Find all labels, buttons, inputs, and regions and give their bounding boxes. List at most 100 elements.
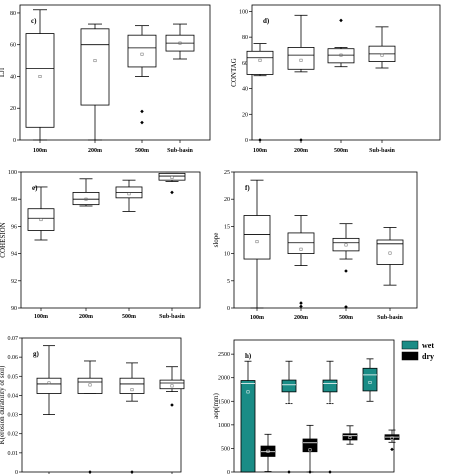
mean-marker xyxy=(93,59,97,63)
mean-marker xyxy=(38,75,42,78)
y-axis-label: CONTAG xyxy=(230,58,238,87)
legend-swatch xyxy=(401,351,419,361)
y-tick-label: 0 xyxy=(245,138,248,144)
y-tick-label: 80 xyxy=(10,11,16,17)
mean-marker xyxy=(170,175,174,179)
box-body xyxy=(27,208,55,231)
category-label: Sub-basin xyxy=(167,148,193,154)
y-axis-label: aop(mm) xyxy=(212,393,220,419)
y-tick-label: 0.07 xyxy=(8,336,19,342)
box xyxy=(260,433,276,472)
box xyxy=(322,360,338,474)
category-label: Sub-basin xyxy=(159,314,185,320)
box-body xyxy=(287,47,315,70)
mean-marker xyxy=(388,251,392,255)
y-axis-label: K(erosion durability of soil) xyxy=(0,365,6,444)
box-body xyxy=(332,237,360,252)
box-body xyxy=(80,28,110,106)
mean-marker xyxy=(380,53,384,57)
box xyxy=(36,345,62,415)
mean-marker xyxy=(84,197,88,201)
mean-marker xyxy=(348,436,352,440)
category-label: 500m xyxy=(135,148,149,154)
outlier-point xyxy=(308,470,312,474)
category-label: 200m xyxy=(294,148,308,154)
outlier-point xyxy=(339,18,343,23)
mean-marker xyxy=(258,58,262,62)
box xyxy=(332,223,360,309)
plot-frame xyxy=(233,171,418,309)
mean-marker xyxy=(390,436,394,440)
box xyxy=(25,9,55,141)
category-label: 500m xyxy=(334,148,348,154)
outlier-point xyxy=(299,301,303,305)
y-tick-label: 2500 xyxy=(218,352,230,358)
mean-marker xyxy=(246,390,250,394)
outlier-point xyxy=(390,447,394,452)
box xyxy=(384,429,400,452)
box-body xyxy=(281,379,297,393)
box-body xyxy=(25,33,55,128)
box xyxy=(72,178,100,207)
plot-frame xyxy=(251,4,441,141)
category-label: 500m xyxy=(122,314,136,320)
outlier-point xyxy=(170,403,174,407)
outlier-point xyxy=(328,470,332,474)
box xyxy=(246,43,274,142)
y-tick-label: 94 xyxy=(11,252,17,258)
mean-marker xyxy=(39,218,43,222)
category-label: 200m xyxy=(79,314,93,320)
box xyxy=(127,25,157,125)
box-body xyxy=(342,433,358,441)
y-tick-label: 92 xyxy=(11,279,17,285)
panel-label: h) xyxy=(245,352,252,360)
mean-marker xyxy=(127,192,131,196)
category-label: 100m xyxy=(33,148,47,154)
outlier-point xyxy=(287,470,291,474)
mean-marker xyxy=(299,58,303,62)
plot-frame xyxy=(19,4,211,141)
mean-marker xyxy=(328,402,332,406)
plot-frame xyxy=(21,337,182,473)
legend: wet dry xyxy=(401,340,434,361)
y-tick-label: 60 xyxy=(242,61,248,67)
panel-c: 0 20 40 60 80 LJI c) 100m 200m 500m Sub-basin xyxy=(0,4,211,154)
y-tick-label: 0 xyxy=(15,470,18,474)
y-tick-label: 1000 xyxy=(218,423,230,429)
y-axis-label: LJI xyxy=(0,67,6,77)
box xyxy=(240,360,256,473)
y-axis-label: COHESION xyxy=(0,222,7,257)
outlier-point xyxy=(344,305,348,309)
y-tick-label: 0 xyxy=(13,138,16,144)
y-tick-label: 0.03 xyxy=(8,413,19,419)
y-tick-label: 500 xyxy=(221,446,230,452)
box-body xyxy=(119,377,145,394)
box xyxy=(302,424,318,474)
mean-marker xyxy=(178,41,182,45)
box-body xyxy=(362,367,378,392)
panel-label: d) xyxy=(263,17,270,25)
y-axis-label: slope xyxy=(212,233,220,248)
mean-marker xyxy=(299,247,303,251)
box-body xyxy=(72,191,100,206)
y-tick-label: 40 xyxy=(242,87,248,93)
box xyxy=(342,425,358,445)
box xyxy=(243,179,271,309)
outlier-point xyxy=(130,470,134,474)
y-tick-label: 2000 xyxy=(218,376,230,382)
plot-frame xyxy=(233,339,395,473)
box-body xyxy=(302,438,318,453)
y-tick-label: 20 xyxy=(224,197,230,203)
box-body xyxy=(240,380,256,473)
y-tick-label: 0.04 xyxy=(8,393,19,399)
panel-e: 90 92 94 96 98 100 COHESION e) 100m 200m 500m Sub-b… xyxy=(0,170,201,320)
panel-label: f) xyxy=(245,184,250,192)
y-tick-label: 0.05 xyxy=(8,374,19,380)
legend-label: wet xyxy=(422,341,434,350)
box-body xyxy=(36,377,62,394)
panel-d: 0 20 40 60 80 100 CONTAG d) 100m 200m 500m Sub-basi… xyxy=(230,4,441,154)
y-tick-label: 96 xyxy=(11,224,17,230)
mean-marker xyxy=(88,383,92,387)
y-tick-label: 80 xyxy=(242,35,248,41)
